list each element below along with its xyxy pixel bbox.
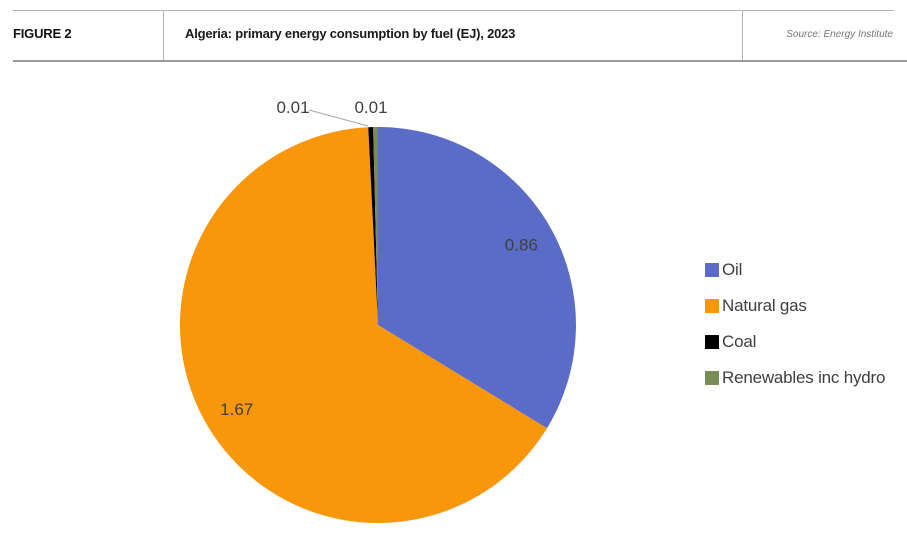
- figure-number-label: FIGURE 2: [13, 26, 72, 41]
- pie-slice-coal: [368, 127, 378, 325]
- chart-title: Algeria: primary energy consumption by f…: [185, 26, 516, 41]
- legend-swatch-natural-gas: [705, 299, 719, 313]
- pie-slice-oil: [378, 127, 577, 429]
- legend-label-renewables: Renewables inc hydro: [722, 368, 886, 387]
- legend-label-coal: Coal: [722, 332, 757, 351]
- header-divider-left: [163, 10, 164, 61]
- figure-header: FIGURE 2 Algeria: primary energy consump…: [0, 0, 907, 62]
- header-top-rule: [13, 10, 894, 11]
- pie-slice-renewables-inc-hydro: [373, 127, 378, 325]
- pie-value-label-coal: 0.01: [276, 98, 309, 117]
- legend-label-natural-gas: Natural gas: [722, 296, 807, 315]
- pie-slice-natural-gas: [179, 127, 547, 524]
- legend-item-natural-gas: Natural gas: [705, 288, 885, 324]
- legend-item-oil: Oil: [705, 252, 885, 288]
- chart-legend: Oil Natural gas Coal Renewables inc hydr…: [705, 252, 885, 396]
- legend-label-oil: Oil: [722, 260, 743, 279]
- pie-value-label-renewables-inc-hydro: 0.01: [354, 98, 387, 117]
- legend-swatch-oil: [705, 263, 719, 277]
- header-divider-right: [742, 10, 743, 61]
- pie-value-label-oil: 0.86: [505, 236, 538, 255]
- header-bottom-rule: [13, 60, 907, 62]
- legend-swatch-coal: [705, 335, 719, 349]
- legend-swatch-renewables: [705, 371, 719, 385]
- legend-item-coal: Coal: [705, 324, 885, 360]
- source-attribution: Source: Energy Institute: [786, 29, 893, 40]
- label-leader-line: [308, 109, 369, 127]
- pie-value-label-natural-gas: 1.67: [220, 400, 253, 419]
- legend-item-renewables: Renewables inc hydro: [705, 360, 885, 396]
